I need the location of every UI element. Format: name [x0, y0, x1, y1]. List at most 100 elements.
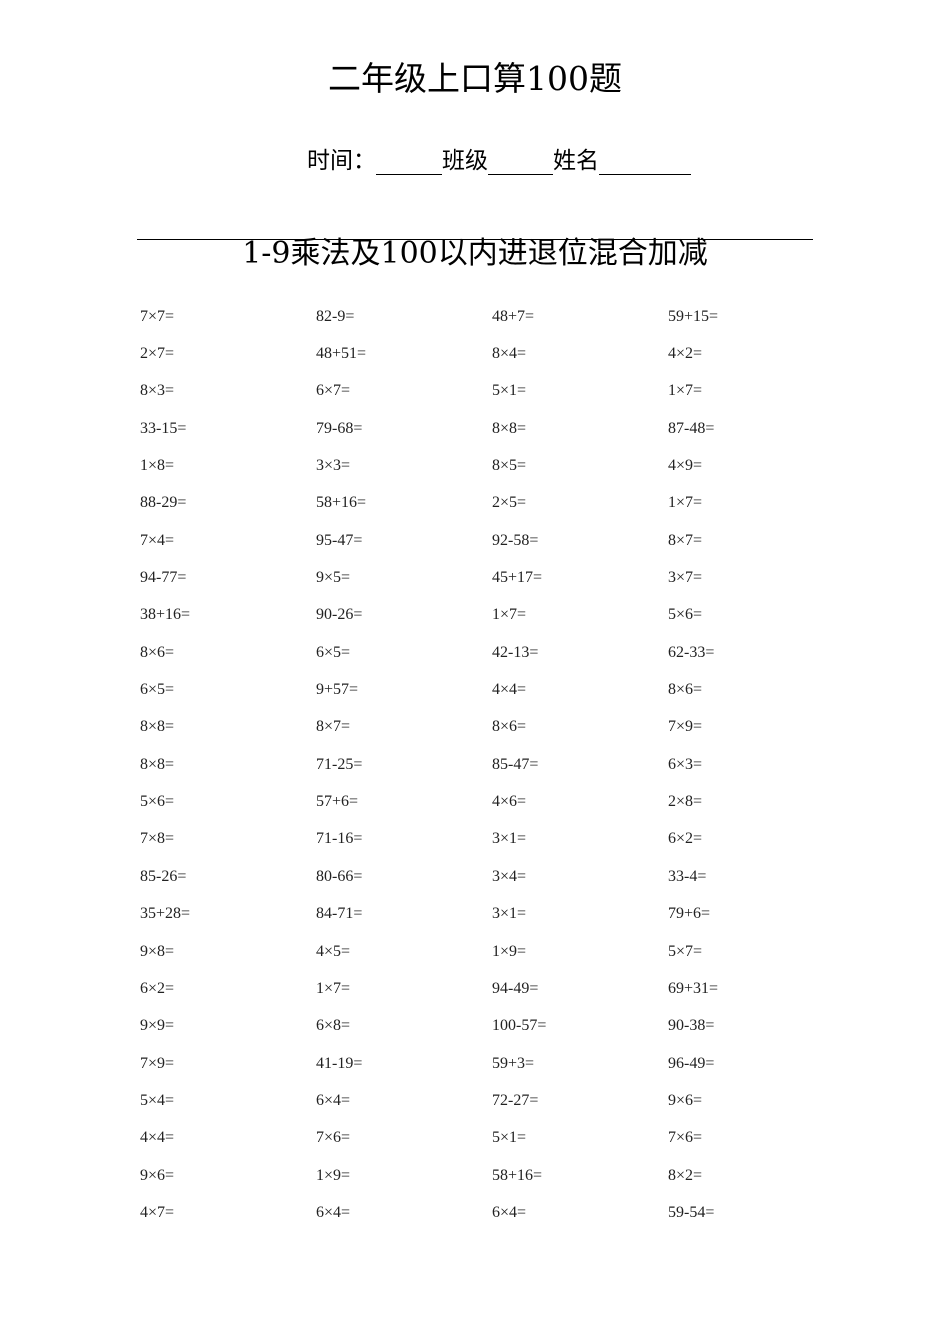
problem-item: 1×7=: [668, 494, 703, 512]
problem-item: 2×5=: [492, 494, 527, 512]
problem-item: 1×9=: [492, 942, 527, 960]
problem-item: 4×4=: [140, 1129, 175, 1147]
problem-item: 82-9=: [316, 307, 355, 325]
problem-item: 85-26=: [140, 867, 187, 885]
page-title: 二年级上口算100题: [328, 59, 622, 98]
problem-item: 48+51=: [316, 345, 367, 363]
problem-item: 6×2=: [140, 979, 175, 997]
problem-item: 3×1=: [492, 905, 527, 923]
problem-item: 57+6=: [316, 793, 359, 811]
problem-item: 6×2=: [668, 830, 703, 848]
problem-item: 71-16=: [316, 830, 363, 848]
problem-item: 79-68=: [316, 419, 363, 437]
problem-item: 80-66=: [316, 867, 363, 885]
problem-item: 8×6=: [492, 718, 527, 736]
problem-item: 3×1=: [492, 830, 527, 848]
problem-item: 6×5=: [140, 681, 175, 699]
problem-item: 59+15=: [668, 307, 719, 325]
problem-item: 62-33=: [668, 643, 715, 661]
problem-item: 35+28=: [140, 905, 191, 923]
problem-item: 8×6=: [668, 681, 703, 699]
problem-item: 3×3=: [316, 457, 351, 475]
problem-row: 35+28= 84-71= 3×1= 79+6=: [140, 896, 844, 933]
problem-row: 7×8= 71-16= 3×1= 6×2=: [140, 821, 844, 858]
problem-item: 6×7=: [316, 382, 351, 400]
problem-item: 6×3=: [668, 755, 703, 773]
problem-item: 58+16=: [492, 1166, 543, 1184]
problem-row: 4×7= 6×4= 6×4= 59-54=: [140, 1194, 844, 1231]
problem-item: 8×4=: [492, 345, 527, 363]
section-heading: 1-9乘法及100以内进退位混合加减: [242, 236, 708, 271]
problem-item: 72-27=: [492, 1091, 539, 1109]
problem-item: 8×8=: [492, 419, 527, 437]
problem-item: 8×6=: [140, 643, 175, 661]
time-blank[interactable]: [376, 140, 442, 175]
problem-row: 7×9= 41-19= 59+3= 96-49=: [140, 1045, 844, 1082]
problem-item: 85-47=: [492, 755, 539, 773]
problem-row: 7×7= 82-9= 48+7= 59+15=: [140, 298, 844, 335]
problem-item: 6×5=: [316, 643, 351, 661]
problem-row: 9×8= 4×5= 1×9= 5×7=: [140, 933, 844, 970]
problem-row: 38+16= 90-26= 1×7= 5×6=: [140, 597, 844, 634]
problem-item: 4×7=: [140, 1203, 175, 1221]
problem-row: 88-29= 58+16= 2×5= 1×7=: [140, 485, 844, 522]
class-label: 班级: [442, 148, 488, 174]
problem-item: 96-49=: [668, 1054, 715, 1072]
problem-item: 58+16=: [316, 494, 367, 512]
problem-item: 5×6=: [668, 606, 703, 624]
problem-item: 8×5=: [492, 457, 527, 475]
section-rule: [137, 239, 813, 240]
problem-item: 9×8=: [140, 942, 175, 960]
problem-item: 2×7=: [140, 345, 175, 363]
problem-row: 8×3= 6×7= 5×1= 1×7=: [140, 373, 844, 410]
class-blank[interactable]: [488, 140, 553, 175]
problem-item: 8×3=: [140, 382, 175, 400]
problem-item: 6×4=: [316, 1091, 351, 1109]
problem-item: 1×7=: [316, 979, 351, 997]
problem-item: 8×2=: [668, 1166, 703, 1184]
problem-row: 33-15= 79-68= 8×8= 87-48=: [140, 410, 844, 447]
problem-item: 5×1=: [492, 382, 527, 400]
problem-item: 59+3=: [492, 1054, 535, 1072]
problem-row: 94-77= 9×5= 45+17= 3×7=: [140, 559, 844, 596]
problem-row: 6×5= 9+57= 4×4= 8×6=: [140, 671, 844, 708]
problem-item: 9×6=: [668, 1091, 703, 1109]
problem-item: 41-19=: [316, 1054, 363, 1072]
problem-item: 7×7=: [140, 307, 175, 325]
problem-item: 94-77=: [140, 569, 187, 587]
problem-item: 69+31=: [668, 979, 719, 997]
problem-row: 9×6= 1×9= 58+16= 8×2=: [140, 1157, 844, 1194]
problem-item: 9×5=: [316, 569, 351, 587]
problem-item: 90-26=: [316, 606, 363, 624]
problem-item: 84-71=: [316, 905, 363, 923]
name-blank[interactable]: [599, 140, 691, 175]
problem-item: 7×9=: [140, 1054, 175, 1072]
problem-row: 7×4= 95-47= 92-58= 8×7=: [140, 522, 844, 559]
name-label: 姓名: [553, 148, 599, 174]
problem-row: 6×2= 1×7= 94-49= 69+31=: [140, 970, 844, 1007]
problem-item: 9×9=: [140, 1017, 175, 1035]
problem-item: 5×4=: [140, 1091, 175, 1109]
problem-item: 38+16=: [140, 606, 191, 624]
problem-item: 6×4=: [492, 1203, 527, 1221]
problem-item: 4×4=: [492, 681, 527, 699]
problem-item: 48+7=: [492, 307, 535, 325]
problem-row: 2×7= 48+51= 8×4= 4×2=: [140, 335, 844, 372]
problem-item: 79+6=: [668, 905, 711, 923]
problem-row: 4×4= 7×6= 5×1= 7×6=: [140, 1120, 844, 1157]
problem-item: 33-4=: [668, 867, 707, 885]
problem-item: 88-29=: [140, 494, 187, 512]
problem-item: 8×7=: [668, 531, 703, 549]
problem-item: 1×7=: [668, 382, 703, 400]
problem-item: 3×4=: [492, 867, 527, 885]
problem-item: 4×5=: [316, 942, 351, 960]
problem-item: 6×4=: [316, 1203, 351, 1221]
problem-item: 1×9=: [316, 1166, 351, 1184]
problem-item: 95-47=: [316, 531, 363, 549]
problem-item: 87-48=: [668, 419, 715, 437]
problem-item: 8×8=: [140, 718, 175, 736]
problem-row: 5×4= 6×4= 72-27= 9×6=: [140, 1082, 844, 1119]
problem-row: 5×6= 57+6= 4×6= 2×8=: [140, 783, 844, 820]
problem-item: 9+57=: [316, 681, 359, 699]
problem-item: 1×8=: [140, 457, 175, 475]
